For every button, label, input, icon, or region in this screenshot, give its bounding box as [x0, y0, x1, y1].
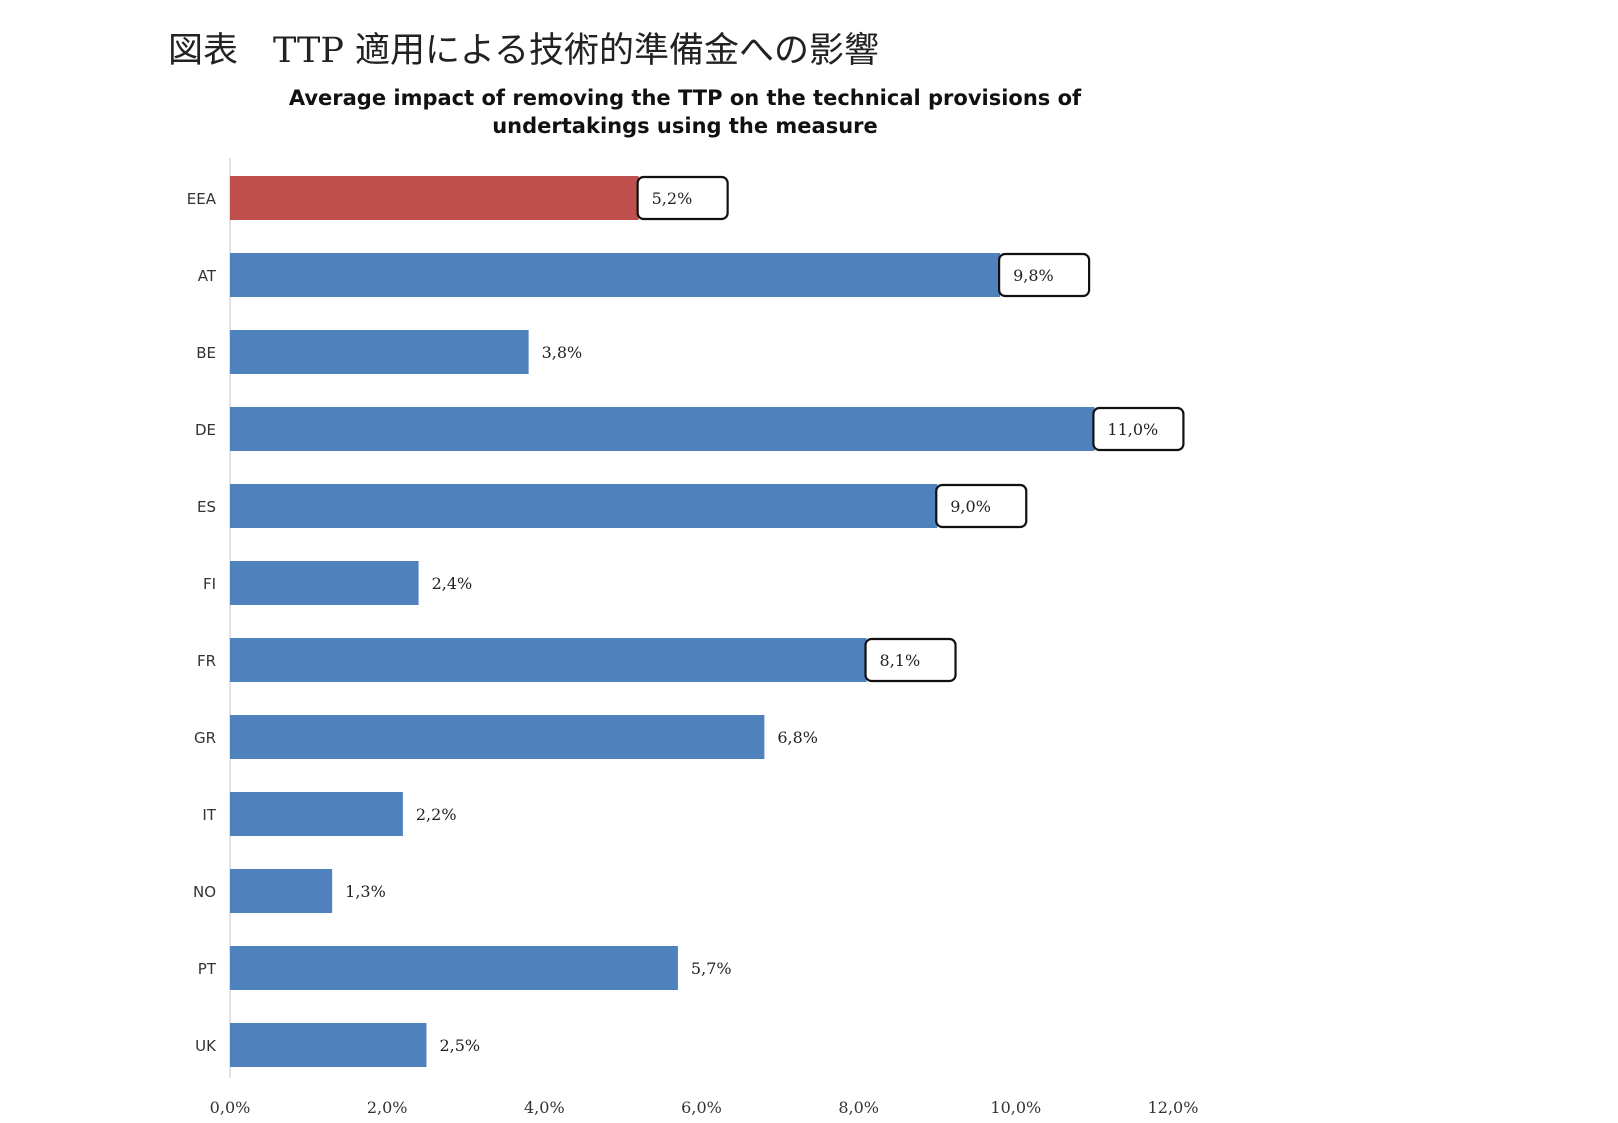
x-tick-label-2: 4,0%: [524, 1098, 565, 1117]
x-tick-label-0: 0,0%: [210, 1098, 251, 1117]
bar-de: [230, 407, 1095, 451]
bar-gr: [230, 715, 765, 759]
chart-title: Average impact of removing the TTP on th…: [230, 84, 1140, 140]
bar-fi: [230, 561, 419, 605]
category-label-pt: PT: [198, 960, 217, 978]
bar-fr: [230, 638, 867, 682]
chart-title-line-2: undertakings using the measure: [492, 114, 878, 138]
x-tick-label-5: 10,0%: [990, 1098, 1041, 1117]
category-label-fr: FR: [197, 652, 216, 670]
x-tick-label-6: 12,0%: [1148, 1098, 1199, 1117]
bar-no: [230, 869, 333, 913]
data-label-no: 1,3%: [345, 882, 386, 901]
bar-es: [230, 484, 938, 528]
category-label-eea: EEA: [187, 190, 217, 208]
data-label-box-eea: [636, 175, 729, 221]
category-label-no: NO: [193, 883, 216, 901]
bar-at: [230, 253, 1001, 297]
data-label-box-de: [1092, 406, 1185, 452]
bar-it: [230, 792, 403, 836]
data-label-at: 9,8%: [1013, 266, 1054, 285]
figure-caption: 図表 TTP 適用による技術的準備金への影響: [168, 31, 879, 71]
data-label-es: 9,0%: [950, 497, 991, 516]
data-label-be: 3,8%: [542, 343, 583, 362]
category-label-it: IT: [202, 806, 216, 824]
chart-title-line-1: Average impact of removing the TTP on th…: [288, 86, 1082, 110]
bar-eea: [230, 176, 639, 220]
category-label-be: BE: [196, 344, 216, 362]
data-label-fr: 8,1%: [880, 651, 921, 670]
data-label-pt: 5,7%: [691, 959, 732, 978]
x-tick-label-4: 8,0%: [838, 1098, 879, 1117]
data-label-box-fr: [864, 637, 957, 683]
category-label-de: DE: [195, 421, 216, 439]
bar-pt: [230, 946, 678, 990]
data-label-it: 2,2%: [416, 805, 457, 824]
category-label-gr: GR: [194, 729, 216, 747]
data-label-de: 11,0%: [1107, 420, 1158, 439]
bar-uk: [230, 1023, 427, 1067]
category-label-es: ES: [197, 498, 216, 516]
bar-be: [230, 330, 529, 374]
data-label-fi: 2,4%: [432, 574, 473, 593]
x-tick-label-1: 2,0%: [367, 1098, 408, 1117]
data-label-box-at: [998, 252, 1091, 298]
data-label-uk: 2,5%: [439, 1036, 480, 1055]
category-label-uk: UK: [195, 1037, 217, 1055]
category-label-fi: FI: [203, 575, 216, 593]
data-label-eea: 5,2%: [652, 189, 693, 208]
data-label-gr: 6,8%: [777, 728, 818, 747]
category-label-at: AT: [198, 267, 217, 285]
x-tick-label-3: 6,0%: [681, 1098, 722, 1117]
data-label-box-es: [935, 483, 1028, 529]
